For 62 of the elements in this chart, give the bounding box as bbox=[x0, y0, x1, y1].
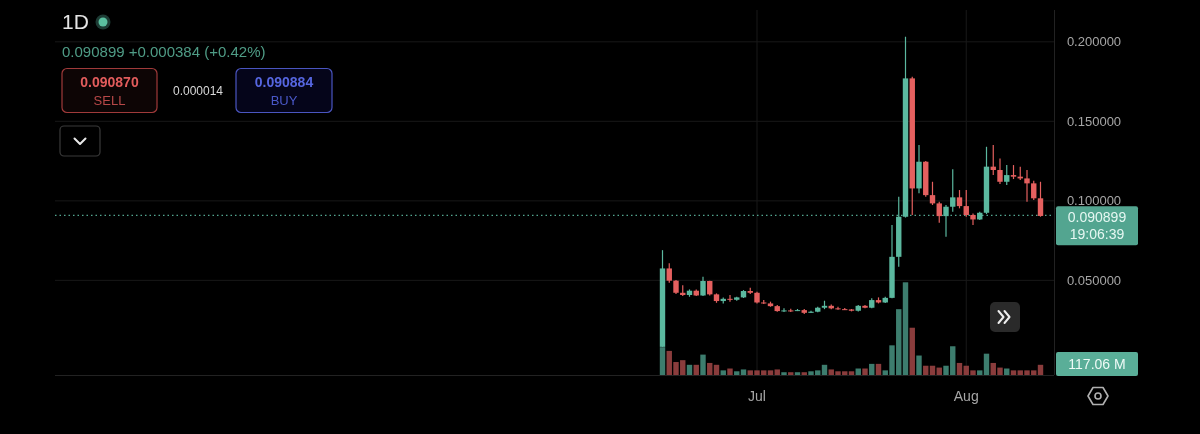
y-tick-label: 0.100000 bbox=[1066, 193, 1122, 209]
bar bbox=[983, 353, 990, 375]
bar bbox=[801, 372, 807, 375]
y-tick-label: 0.150000 bbox=[1066, 113, 1122, 129]
candlestick bbox=[808, 310, 814, 314]
bar bbox=[774, 369, 780, 375]
bar bbox=[713, 364, 720, 375]
bar bbox=[686, 364, 693, 375]
x-tick-label: Jul bbox=[748, 388, 766, 404]
bar bbox=[929, 365, 936, 375]
candlestick bbox=[1037, 181, 1044, 218]
candlestick bbox=[1031, 180, 1037, 201]
bar bbox=[862, 368, 868, 375]
bar bbox=[875, 363, 882, 375]
candlestick bbox=[1004, 164, 1010, 186]
candlestick bbox=[835, 306, 841, 311]
bar bbox=[909, 327, 915, 375]
candlestick bbox=[950, 168, 956, 213]
ref-line-label: 0.090899 19:06:39 bbox=[1067, 209, 1127, 243]
candlestick bbox=[956, 189, 963, 209]
bar bbox=[923, 365, 929, 375]
text: 117.06 M bbox=[1068, 356, 1126, 372]
bar bbox=[740, 369, 747, 375]
bar bbox=[734, 371, 740, 375]
candlestick bbox=[1024, 169, 1030, 203]
bar bbox=[977, 370, 983, 375]
bar bbox=[727, 368, 733, 375]
x-tick-label: Aug bbox=[953, 388, 979, 404]
chart-title: 1D bbox=[62, 10, 89, 33]
bar bbox=[902, 282, 909, 375]
bar bbox=[767, 370, 774, 375]
bar bbox=[869, 363, 875, 375]
annotation: BUY bbox=[270, 92, 298, 108]
bar bbox=[693, 364, 699, 375]
candlestick bbox=[963, 189, 969, 218]
y-tick-label: 0.050000 bbox=[1066, 272, 1122, 288]
annotation: SELL bbox=[93, 92, 126, 108]
bar bbox=[788, 372, 794, 375]
candlestick bbox=[997, 157, 1003, 185]
bar bbox=[916, 355, 922, 375]
bar bbox=[848, 371, 855, 375]
text: 0.090899 +0.000384 (+0.42%) bbox=[62, 43, 266, 60]
candlestick bbox=[943, 204, 949, 238]
bar bbox=[781, 372, 787, 375]
candlestick bbox=[666, 262, 672, 284]
candlestick bbox=[936, 201, 942, 224]
annotation: 0.090884 bbox=[254, 74, 314, 90]
candlestick bbox=[727, 294, 733, 303]
annotation: 0.000014 bbox=[172, 84, 224, 98]
candlestick bbox=[970, 212, 976, 226]
annotation: 0.090870 bbox=[80, 74, 139, 90]
bar bbox=[700, 354, 706, 375]
bar bbox=[821, 364, 828, 375]
candlestick bbox=[700, 276, 706, 297]
bar bbox=[794, 372, 801, 375]
candlestick bbox=[781, 307, 787, 313]
bar bbox=[720, 370, 726, 375]
bar bbox=[956, 362, 963, 375]
y-tick-label: 0.200000 bbox=[1066, 34, 1122, 50]
bar bbox=[1010, 370, 1017, 375]
bar bbox=[1037, 364, 1044, 375]
bar bbox=[707, 362, 713, 375]
